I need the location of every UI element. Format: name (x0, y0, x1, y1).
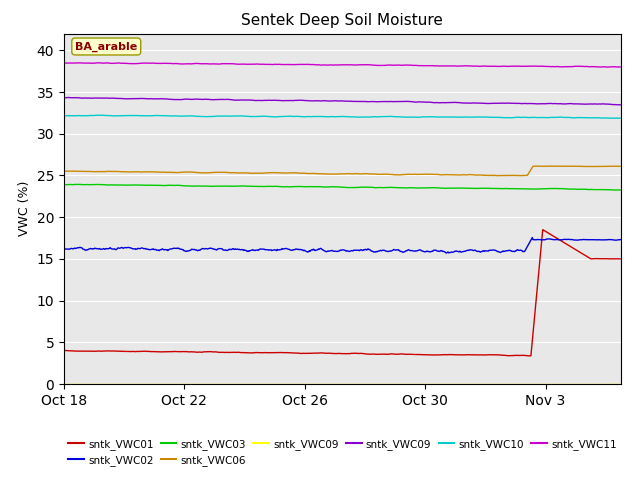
sntk_VWC09 (398, 381, 406, 387)
sntk_VWC03 (399, 185, 406, 191)
sntk_VWC06 (415, 171, 422, 177)
sntk_VWC06 (493, 173, 501, 179)
Line: sntk_VWC09: sntk_VWC09 (64, 97, 621, 105)
sntk_VWC10 (60, 113, 68, 119)
Line: sntk_VWC11: sntk_VWC11 (64, 63, 621, 67)
sntk_VWC10 (540, 115, 548, 120)
sntk_VWC09 (483, 101, 491, 107)
sntk_VWC11 (93, 60, 101, 66)
sntk_VWC09 (540, 381, 547, 387)
sntk_VWC11 (540, 63, 548, 69)
sntk_VWC01 (483, 352, 490, 358)
sntk_VWC09 (399, 98, 406, 104)
sntk_VWC01 (525, 353, 532, 359)
sntk_VWC02 (483, 248, 491, 254)
sntk_VWC01 (398, 351, 406, 357)
sntk_VWC01 (539, 227, 547, 232)
Y-axis label: VWC (%): VWC (%) (18, 181, 31, 237)
sntk_VWC11 (617, 64, 625, 70)
Legend: sntk_VWC01, sntk_VWC02, sntk_VWC03, sntk_VWC06, sntk_VWC09, sntk_VWC09, sntk_VWC: sntk_VWC01, sntk_VWC02, sntk_VWC03, sntk… (64, 435, 621, 470)
sntk_VWC01 (383, 351, 391, 357)
sntk_VWC03 (95, 181, 102, 187)
sntk_VWC09 (415, 381, 422, 387)
sntk_VWC01 (94, 348, 102, 354)
sntk_VWC11 (399, 62, 406, 68)
sntk_VWC10 (399, 114, 406, 120)
sntk_VWC09 (540, 101, 548, 107)
sntk_VWC03 (617, 187, 625, 193)
sntk_VWC09 (383, 381, 391, 387)
sntk_VWC01 (60, 348, 68, 353)
sntk_VWC06 (94, 169, 102, 175)
sntk_VWC06 (541, 163, 548, 169)
sntk_VWC06 (617, 163, 625, 169)
sntk_VWC03 (60, 182, 68, 188)
Line: sntk_VWC10: sntk_VWC10 (64, 115, 621, 119)
sntk_VWC02 (415, 247, 422, 253)
sntk_VWC03 (483, 185, 491, 191)
sntk_VWC01 (415, 352, 422, 358)
Line: sntk_VWC02: sntk_VWC02 (64, 238, 621, 253)
sntk_VWC09 (612, 102, 620, 108)
sntk_VWC03 (415, 185, 423, 191)
sntk_VWC02 (617, 237, 625, 242)
sntk_VWC02 (443, 250, 451, 256)
Title: Sentek Deep Soil Moisture: Sentek Deep Soil Moisture (241, 13, 444, 28)
sntk_VWC10 (617, 115, 625, 121)
sntk_VWC09 (483, 381, 490, 387)
sntk_VWC03 (540, 186, 548, 192)
sntk_VWC10 (97, 112, 105, 118)
sntk_VWC11 (95, 60, 102, 66)
Line: sntk_VWC03: sntk_VWC03 (64, 184, 621, 190)
sntk_VWC06 (398, 172, 406, 178)
sntk_VWC01 (541, 228, 548, 234)
sntk_VWC02 (383, 249, 391, 254)
sntk_VWC06 (60, 168, 68, 174)
sntk_VWC09 (95, 95, 102, 101)
sntk_VWC02 (398, 249, 406, 254)
sntk_VWC10 (483, 114, 491, 120)
Text: BA_arable: BA_arable (75, 41, 138, 52)
sntk_VWC10 (94, 112, 102, 118)
sntk_VWC09 (415, 99, 423, 105)
sntk_VWC11 (384, 62, 392, 68)
Line: sntk_VWC01: sntk_VWC01 (64, 229, 621, 356)
sntk_VWC03 (76, 181, 83, 187)
sntk_VWC02 (94, 246, 102, 252)
sntk_VWC11 (60, 60, 68, 66)
sntk_VWC09 (94, 381, 102, 387)
sntk_VWC10 (415, 114, 423, 120)
sntk_VWC02 (60, 246, 68, 252)
sntk_VWC09 (617, 381, 625, 387)
sntk_VWC03 (609, 187, 616, 193)
sntk_VWC10 (610, 116, 618, 121)
sntk_VWC11 (483, 63, 491, 69)
sntk_VWC06 (531, 163, 538, 169)
sntk_VWC11 (602, 64, 610, 70)
sntk_VWC11 (415, 63, 423, 69)
sntk_VWC09 (65, 95, 72, 100)
sntk_VWC09 (617, 102, 625, 108)
sntk_VWC09 (60, 95, 68, 101)
Line: sntk_VWC06: sntk_VWC06 (64, 166, 621, 176)
sntk_VWC02 (529, 235, 536, 240)
sntk_VWC06 (483, 172, 490, 178)
sntk_VWC09 (384, 99, 392, 105)
sntk_VWC01 (617, 256, 625, 262)
sntk_VWC09 (60, 381, 68, 387)
sntk_VWC06 (383, 171, 391, 177)
sntk_VWC02 (541, 237, 548, 243)
sntk_VWC10 (384, 114, 392, 120)
sntk_VWC03 (384, 184, 392, 190)
